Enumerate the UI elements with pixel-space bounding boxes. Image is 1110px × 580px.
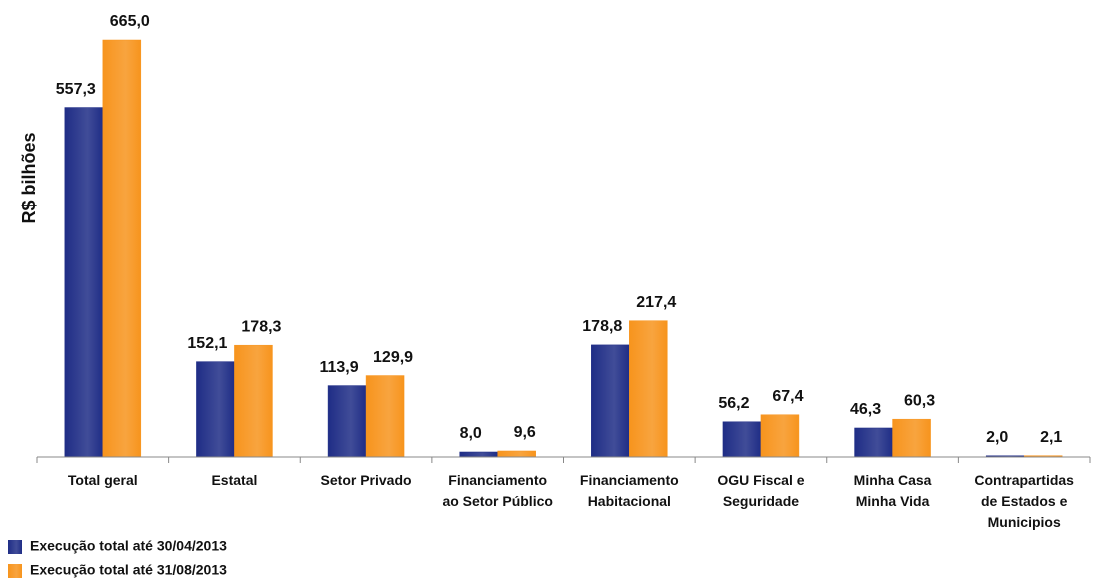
bar	[497, 450, 536, 458]
x-tick-label: Contrapartidas de Estados e Municipios	[974, 472, 1074, 530]
x-tick-label-line: Habitacional	[588, 493, 671, 509]
bar	[102, 39, 142, 458]
x-tick-label: Estatal	[211, 472, 257, 488]
x-tick-label-line: ao Setor Público	[442, 493, 552, 509]
value-label: 113,9	[319, 359, 358, 376]
bar	[760, 414, 800, 458]
x-tick-label-line: Estatal	[211, 472, 257, 488]
x-tick-label: Financiamento ao Setor Público	[442, 472, 552, 509]
x-tick-label: Total geral	[68, 472, 138, 488]
bar	[234, 344, 273, 458]
bar	[459, 451, 498, 458]
bar	[722, 421, 762, 458]
x-tick-label: Minha Casa Minha Vida	[854, 472, 932, 509]
x-tick-label-line: Minha Casa	[854, 472, 932, 488]
x-tick-label-line: Contrapartidas	[974, 472, 1074, 488]
bar	[64, 107, 104, 458]
x-tick-label-line: Setor Privado	[321, 472, 412, 488]
value-label: 2,1	[1040, 429, 1062, 446]
bar	[365, 375, 405, 458]
legend-swatch	[8, 564, 22, 578]
value-label: 46,3	[850, 401, 881, 418]
x-tick-label-line: Total geral	[68, 472, 138, 488]
value-label: 60,3	[904, 392, 935, 409]
value-label: 217,4	[636, 294, 676, 311]
value-label: 129,9	[373, 349, 413, 366]
value-label: 178,3	[241, 318, 281, 335]
x-tick-label-line: Minha Vida	[856, 493, 930, 509]
value-label: 67,4	[772, 388, 803, 405]
x-tick-label-line: OGU Fiscal e	[717, 472, 804, 488]
y-axis-label: R$ bilhões	[19, 132, 39, 223]
x-tick-label: OGU Fiscal e Seguridade	[717, 472, 804, 509]
value-label: 152,1	[187, 335, 227, 352]
value-label: 56,2	[718, 395, 749, 412]
x-tick-label-line: Seguridade	[723, 493, 799, 509]
x-tick-label-line: Financiamento	[580, 472, 679, 488]
x-tick-label-line: de Estados e	[981, 493, 1068, 509]
value-label: 8,0	[460, 425, 482, 442]
bar	[327, 385, 367, 458]
legend-label: Execução total até 30/04/2013	[30, 538, 227, 554]
bar	[892, 418, 931, 458]
x-tick-label-line: Municipios	[988, 514, 1061, 530]
value-label: 178,8	[582, 318, 622, 335]
value-label: 9,6	[514, 424, 536, 441]
bar	[854, 427, 893, 458]
value-label: 2,0	[986, 429, 1008, 446]
bar	[591, 344, 630, 458]
bar	[196, 361, 235, 458]
legend-swatch	[8, 540, 22, 554]
bar	[629, 320, 668, 458]
x-tick-label: Setor Privado	[321, 472, 412, 488]
x-tick-label: Financiamento Habitacional	[580, 472, 679, 509]
legend-label: Execução total até 31/08/2013	[30, 562, 227, 578]
value-label: 665,0	[110, 13, 150, 30]
value-label: 557,3	[56, 81, 96, 98]
x-tick-label-line: Financiamento	[448, 472, 547, 488]
